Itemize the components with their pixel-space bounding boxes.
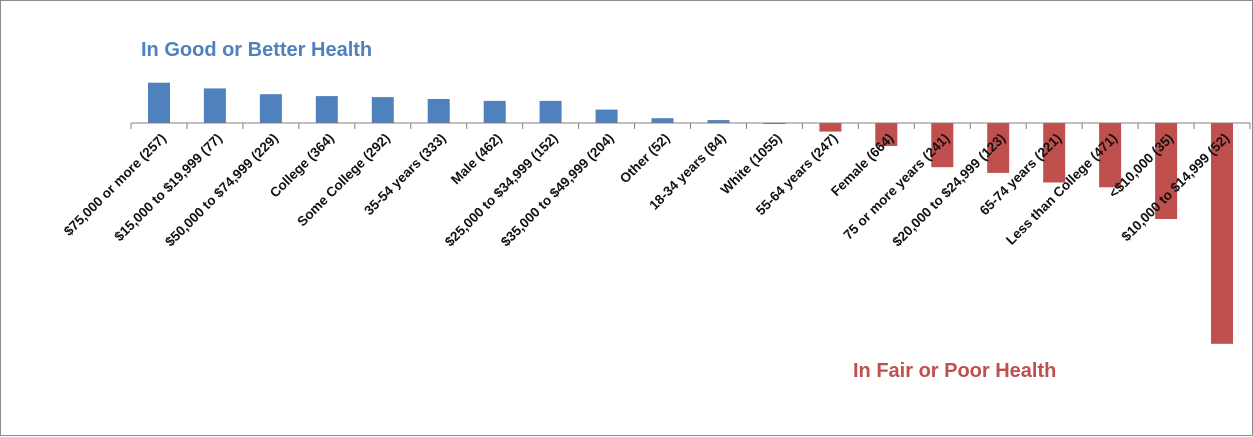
bar [987, 123, 1010, 173]
bar [203, 88, 226, 123]
bar [1099, 123, 1122, 188]
positive-annotation: In Good or Better Health [141, 39, 372, 61]
category-label: 75 or more years (241) [840, 131, 952, 243]
bar [148, 82, 170, 123]
bar [707, 120, 730, 123]
bar [371, 97, 394, 123]
bar [1155, 123, 1178, 219]
bars-layer [148, 82, 1233, 344]
bar [1043, 123, 1066, 183]
category-label: Male (462) [448, 131, 505, 188]
category-label: $50,000 to $74,999 (229) [162, 131, 281, 250]
category-label: Some College (292) [294, 131, 393, 230]
category-labels-layer: $75,000 or more (257)$15,000 to $19,999 … [61, 131, 1232, 250]
bar [539, 100, 562, 123]
bar [427, 99, 450, 123]
category-label: $25,000 to $34,999 (152) [442, 131, 561, 250]
category-label: $75,000 or more (257) [61, 131, 169, 239]
bar [315, 96, 338, 123]
category-label: Other (52) [617, 131, 673, 187]
category-label: $15,000 to $19,999 (77) [111, 131, 225, 245]
axis-ticks-layer [130, 123, 1251, 129]
bar [651, 118, 674, 123]
category-label: $35,000 to $49,999 (204) [498, 131, 617, 250]
bar [595, 109, 618, 123]
bar [931, 123, 954, 168]
bar [483, 100, 506, 123]
bar [875, 123, 898, 146]
bar [259, 94, 282, 123]
bar [1211, 123, 1233, 344]
negative-annotation: In Fair or Poor Health [853, 360, 1056, 382]
bar [819, 123, 842, 132]
